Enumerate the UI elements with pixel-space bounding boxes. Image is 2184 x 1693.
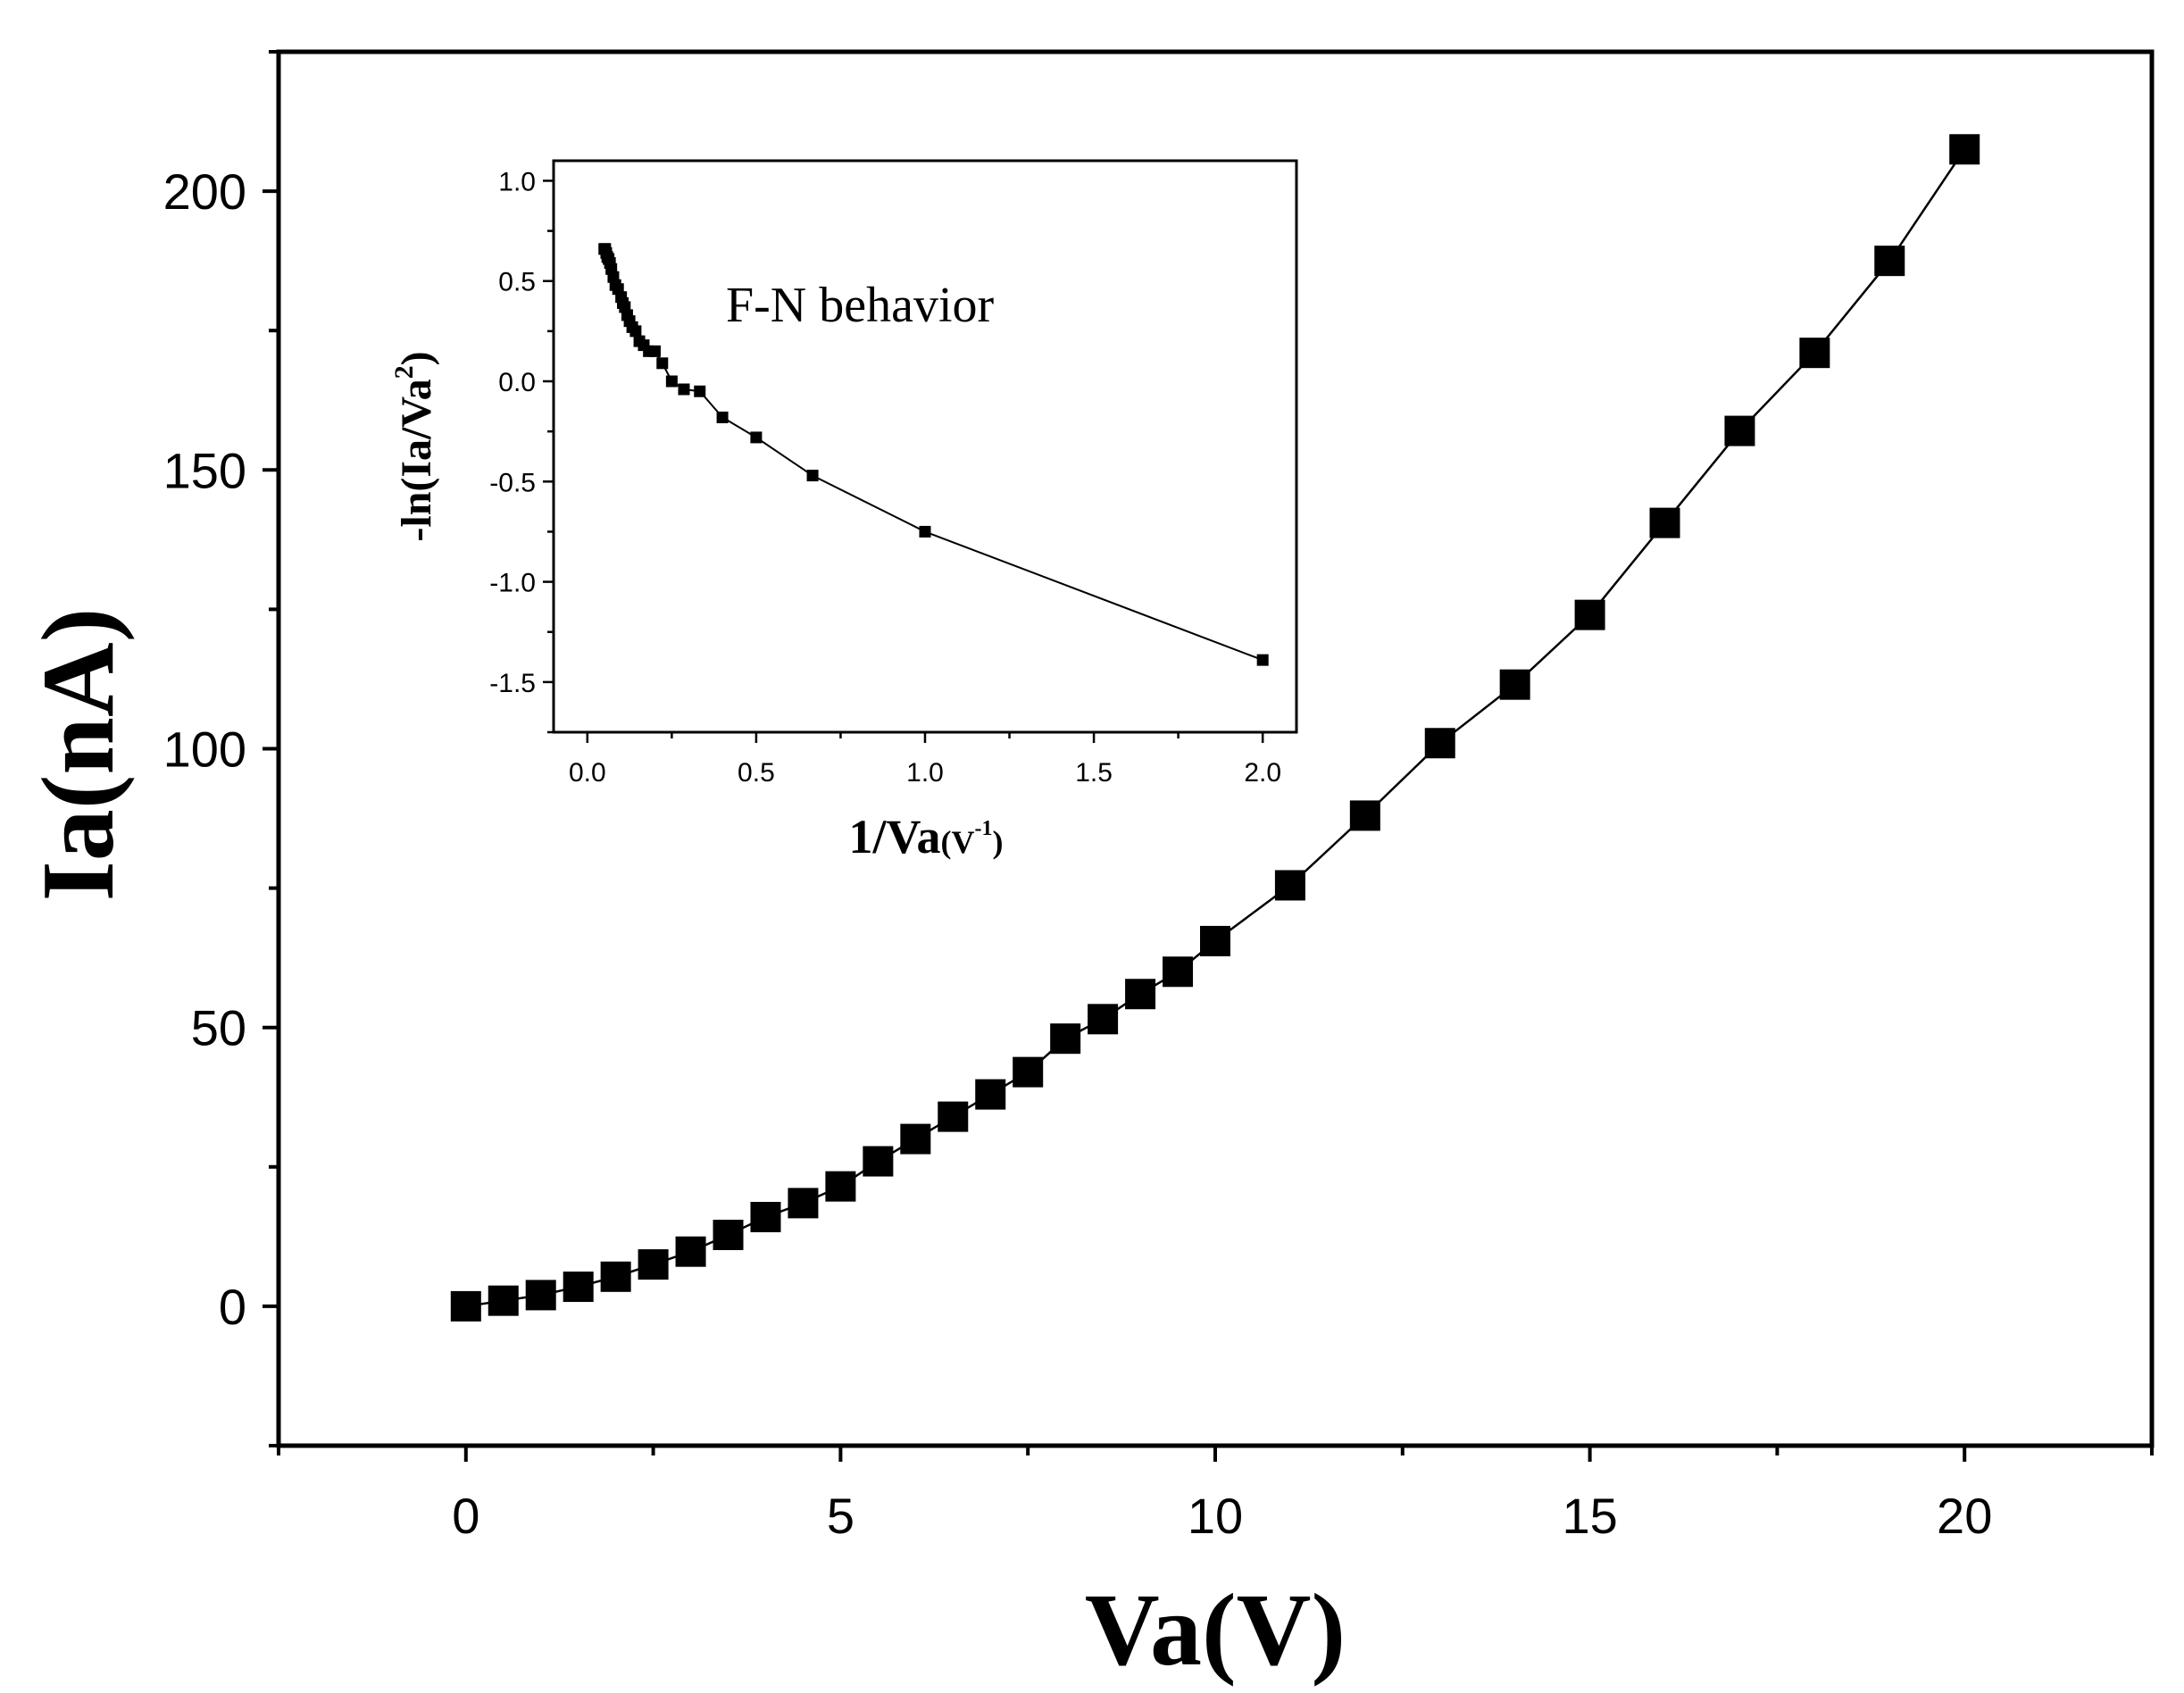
main-data-point (1050, 1023, 1081, 1055)
main-y-ticks: 0 50 100 150 200 (163, 50, 279, 1447)
main-data-point (638, 1249, 669, 1280)
main-data-point (1724, 415, 1755, 446)
main-data-point (938, 1101, 969, 1132)
inset-x-tick-label: 0.5 (738, 758, 775, 788)
main-data-point (975, 1079, 1006, 1110)
inset-y-axis-title-main: -ln (393, 492, 440, 542)
main-x-tick-label: 0 (452, 1488, 479, 1544)
inset-data-point (598, 243, 611, 255)
main-plot: 0 5 10 15 20 0 50 100 150 200 Va(V) Ia(nA) (21, 49, 2155, 1688)
main-data-point (1125, 979, 1156, 1010)
inset-y-tick-label: -0.5 (489, 468, 536, 497)
inset-data-point (633, 335, 646, 347)
main-data-point (1349, 800, 1380, 831)
main-x-tick-label: 15 (1562, 1488, 1617, 1544)
main-data-point (600, 1261, 631, 1292)
inset-data-point (806, 470, 819, 482)
inset-x-axis-title-unit-sup: -1 (975, 817, 993, 840)
main-data-point (1274, 870, 1305, 901)
inset-y-ticks: 1.0 0.5 0.0 -0.5 -1.0 -1.5 (489, 167, 554, 734)
main-data-point (1499, 669, 1530, 700)
main-data-point (788, 1188, 819, 1219)
inset-series-markers (598, 243, 1269, 666)
main-data-point (713, 1219, 744, 1250)
inset-plot: 0.0 0.5 1.0 1.5 2.0 1.0 0.5 0.0 -0.5 -1.0 -1.5 F-… (389, 159, 1298, 863)
inset-y-tick-label: -1.0 (489, 569, 536, 598)
inset-y-tick-label: -1.5 (489, 669, 536, 698)
main-y-tick-label: 50 (191, 1000, 246, 1056)
main-data-point (750, 1201, 781, 1232)
inset-x-tick-label: 1.0 (906, 758, 944, 788)
main-series-markers (450, 134, 1980, 1322)
main-data-point (825, 1171, 856, 1202)
inset-y-axis-title-close: ) (393, 351, 440, 365)
main-y-axis-title: Ia(nA) (21, 608, 136, 902)
main-y-tick-label: 200 (163, 163, 246, 220)
inset-x-axis-title-main: 1/Va (848, 810, 940, 863)
inset-y-tick-label: 0.0 (498, 368, 536, 397)
main-data-point (1949, 134, 1980, 165)
inset-x-ticks: 0.0 0.5 1.0 1.5 2.0 (569, 732, 1281, 788)
inset-data-point (694, 385, 706, 397)
main-data-point (675, 1236, 706, 1267)
main-data-point (1874, 246, 1905, 277)
inset-annotation: F-N behavior (726, 278, 995, 333)
main-x-tick-label: 20 (1937, 1488, 1992, 1544)
main-data-point (1649, 507, 1680, 538)
main-data-point (488, 1285, 519, 1316)
main-data-point (1799, 338, 1830, 369)
main-y-tick-label: 0 (219, 1279, 246, 1335)
inset-data-point (665, 375, 678, 388)
main-y-tick-label: 100 (163, 721, 246, 778)
inset-x-tick-label: 0.0 (569, 758, 606, 788)
main-y-tick-label: 150 (163, 442, 246, 498)
inset-plot-frame (552, 159, 1298, 734)
inset-data-point (1256, 654, 1269, 666)
main-data-point (525, 1280, 556, 1311)
main-data-point (1013, 1056, 1044, 1088)
inset-x-axis-title-unit: (V (941, 824, 975, 860)
inset-x-axis-title: 1/Va(V-1) (848, 810, 1003, 863)
inset-x-tick-label: 2.0 (1244, 758, 1281, 788)
inset-y-axis-title-mid: (Ia/Va (393, 379, 440, 491)
inset-data-point (919, 525, 931, 538)
main-data-point (1163, 956, 1194, 988)
inset-data-point (716, 411, 729, 423)
inset-y-axis-title-sup: 2 (389, 365, 419, 379)
main-data-point (563, 1272, 594, 1303)
main-data-point (1574, 599, 1605, 630)
inset-data-point (750, 431, 763, 444)
main-x-axis-title: Va(V) (1085, 1573, 1346, 1688)
inset-y-tick-label: 1.0 (498, 167, 536, 196)
inset-y-tick-label: 0.5 (498, 268, 536, 297)
main-data-point (900, 1123, 931, 1155)
main-x-tick-label: 5 (827, 1488, 854, 1544)
inset-data-point (678, 383, 690, 396)
main-x-tick-label: 10 (1188, 1488, 1243, 1544)
main-data-point (450, 1290, 481, 1322)
main-data-point (863, 1146, 894, 1177)
main-data-point (1200, 925, 1230, 956)
main-data-point (1424, 728, 1455, 759)
main-x-ticks: 0 5 10 15 20 (277, 1446, 2154, 1544)
main-data-point (1088, 1004, 1119, 1035)
inset-y-axis-title: -ln(Ia/Va2) (389, 351, 440, 541)
inset-x-axis-title-unit-close: ) (993, 824, 1004, 860)
inset-x-tick-label: 1.5 (1075, 758, 1113, 788)
inset-data-point (656, 357, 669, 370)
